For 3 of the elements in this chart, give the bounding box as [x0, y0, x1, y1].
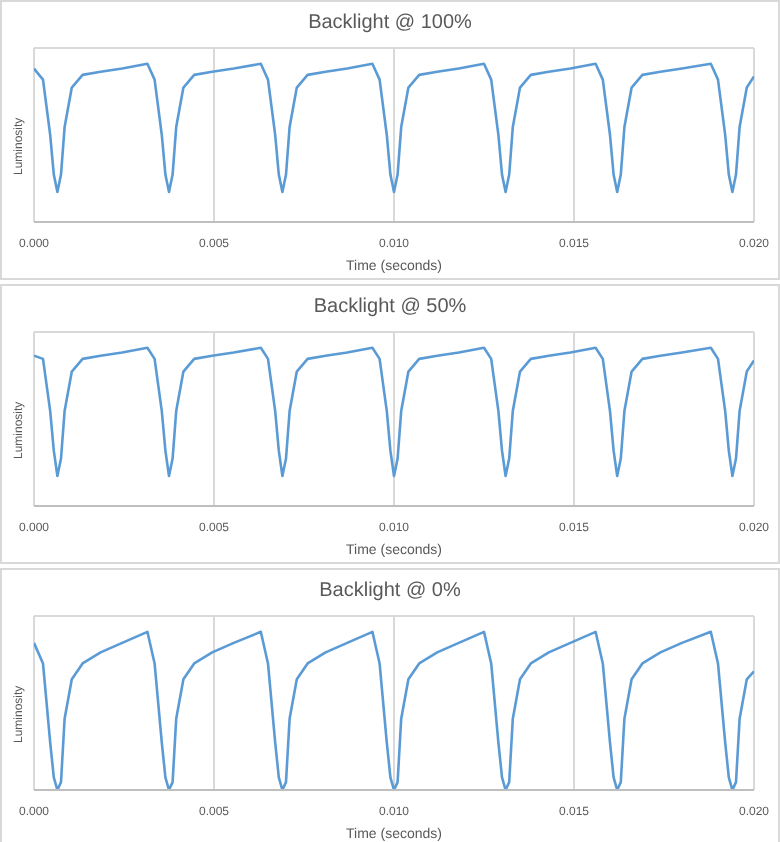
chart-title: Backlight @ 0%: [317, 578, 463, 606]
chart-title: Backlight @ 100%: [306, 10, 474, 38]
chart-title: Backlight @ 50%: [311, 294, 469, 322]
